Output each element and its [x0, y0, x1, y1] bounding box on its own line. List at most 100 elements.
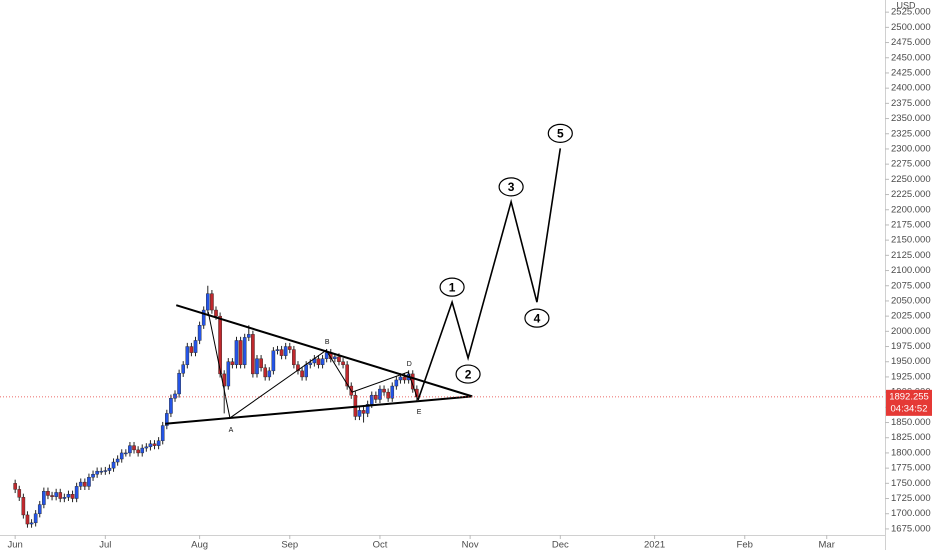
- candle-body: [115, 458, 120, 463]
- candle-body: [255, 358, 259, 375]
- y-tick-label: 1725.000: [891, 493, 931, 504]
- currency-label: USD: [896, 0, 916, 10]
- candle-body: [333, 356, 337, 359]
- candle-body: [17, 489, 22, 498]
- x-tick-label: Oct: [373, 540, 388, 550]
- candle-body: [50, 495, 54, 497]
- y-tick-label: 1925.000: [891, 371, 931, 382]
- y-tick-label: 2450.000: [891, 52, 931, 63]
- candle-body: [365, 404, 370, 414]
- candle-body: [283, 346, 288, 356]
- candle-body: [345, 364, 349, 387]
- candle-body: [144, 446, 149, 449]
- candle-body: [33, 513, 38, 524]
- wave-letter: D: [407, 361, 412, 368]
- y-tick-label: 1850.000: [891, 417, 931, 428]
- y-tick-label: 2400.000: [891, 83, 931, 94]
- last-price-tag: [886, 389, 932, 416]
- wave-circle: [547, 123, 573, 143]
- y-tick-label: 2025.000: [891, 311, 931, 322]
- candle-body: [13, 483, 17, 490]
- y-tick-label: 2075.000: [891, 280, 931, 291]
- candle-body: [111, 461, 116, 469]
- candle-body: [316, 358, 321, 365]
- wave-letter: A: [229, 427, 234, 434]
- y-tick-label: 2325.000: [891, 128, 931, 139]
- candle-body: [304, 364, 308, 378]
- candle-body: [296, 364, 300, 372]
- y-tick-label: 1775.000: [891, 463, 931, 474]
- x-tick-label: Jul: [99, 540, 111, 550]
- candle-body: [132, 445, 136, 451]
- candle-body: [341, 361, 345, 365]
- candle-body: [242, 337, 247, 365]
- candle-body: [87, 477, 91, 487]
- y-tick-label: 2150.000: [891, 235, 931, 246]
- y-tick-label: 1675.000: [891, 523, 931, 534]
- y-tick-label: 1700.000: [891, 508, 931, 519]
- candle-body: [308, 362, 313, 365]
- y-tick-label: 2475.000: [891, 37, 931, 48]
- candle-body: [271, 350, 276, 372]
- y-tick-label: 2050.000: [891, 295, 931, 306]
- candle-body: [54, 492, 58, 497]
- candle-body: [201, 309, 206, 326]
- candle-body: [324, 352, 329, 359]
- triangle-upper-line: [175, 304, 473, 398]
- candle-body: [259, 358, 263, 369]
- candle-body: [218, 315, 222, 375]
- candle-body: [374, 394, 378, 400]
- y-tick-label: 2175.000: [891, 219, 931, 230]
- candle-body: [46, 491, 50, 496]
- wave-number: 3: [508, 180, 515, 194]
- candle-body: [189, 346, 194, 353]
- candle-body: [210, 293, 214, 311]
- candle-body: [169, 398, 173, 414]
- candle-body: [382, 388, 386, 393]
- y-tick-label: 1950.000: [891, 356, 931, 367]
- y-tick-label: 2275.000: [891, 159, 931, 170]
- candle-body: [152, 443, 157, 446]
- x-tick-label: Sep: [281, 540, 298, 550]
- candle-body: [124, 452, 128, 455]
- y-tick-label: 1825.000: [891, 432, 931, 443]
- y-tick-label: 2500.000: [891, 22, 931, 33]
- candle-body: [185, 346, 190, 365]
- candle-body: [156, 440, 161, 446]
- wave-letter: B: [325, 339, 330, 346]
- candle-body: [99, 470, 104, 473]
- candle-body: [394, 379, 399, 387]
- x-tick-label: Aug: [191, 540, 208, 550]
- x-tick-label: Dec: [552, 540, 569, 550]
- candle-body: [390, 385, 395, 399]
- y-tick-label: 2200.000: [891, 204, 931, 215]
- wave-number: 1: [449, 280, 456, 294]
- candle-body: [197, 325, 202, 341]
- candle-body: [25, 514, 30, 525]
- y-tick-label: 2125.000: [891, 250, 931, 261]
- wave-circle: [455, 364, 481, 384]
- candle-body: [62, 497, 67, 499]
- y-tick-label: 2425.000: [891, 67, 931, 78]
- candle-body: [160, 425, 165, 441]
- candle-body: [173, 393, 177, 399]
- candle-body: [292, 349, 296, 365]
- y-tick-label: 2100.000: [891, 265, 931, 276]
- candle-body: [181, 364, 186, 374]
- candle-body: [234, 340, 239, 365]
- wave-number: 2: [465, 367, 472, 381]
- candle-body: [95, 470, 99, 475]
- candle-body: [251, 334, 255, 375]
- wave-circle: [498, 177, 524, 197]
- wave-circle: [524, 308, 550, 328]
- y-tick-label: 2300.000: [891, 143, 931, 154]
- wave-circle: [439, 277, 465, 297]
- candle-body: [230, 361, 235, 365]
- candle-body: [267, 370, 272, 378]
- candle-body: [206, 293, 210, 311]
- candle-body: [70, 494, 75, 499]
- last-price-label: 1892.255: [889, 391, 929, 402]
- candle-body: [226, 361, 231, 387]
